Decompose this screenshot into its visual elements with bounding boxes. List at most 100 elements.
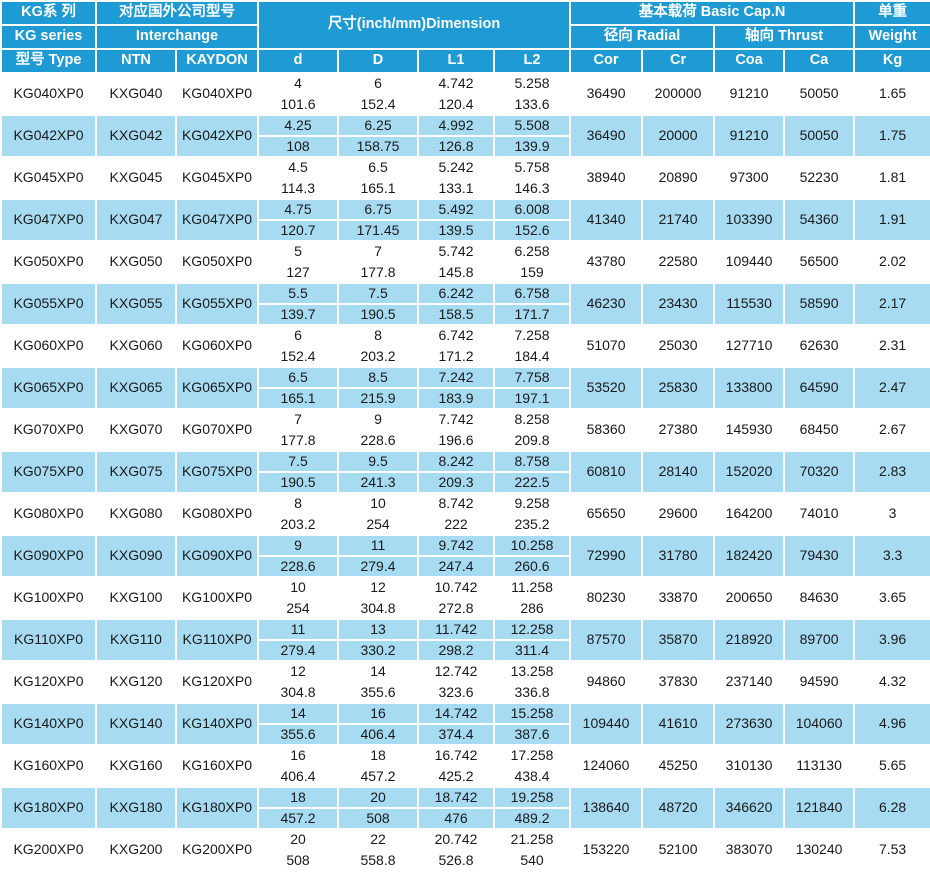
cell-l2-mm: 139.9: [492, 135, 572, 158]
cell-l2-inch: 9.258: [492, 492, 572, 515]
cell-kaydon: KG100XP0: [175, 576, 259, 620]
cell-l1-inch: 20.742: [417, 828, 495, 851]
cell-l1-inch: 7.742: [417, 408, 495, 431]
cell-d-inch: 7: [257, 408, 339, 431]
cell-d-inch: 10: [257, 576, 339, 599]
table-row-mm: 101.6 152.4 120.4 133.6: [1, 93, 930, 116]
table-row-inch: KG045XP0 KXG045 KG045XP0 4.5 6.5 5.242 5…: [0, 156, 930, 200]
cell-od-mm: 241.3: [337, 471, 419, 494]
cell-l1-inch: 4.992: [417, 114, 495, 137]
cell-d-mm: 190.5: [257, 471, 339, 494]
cell-od-inch: 14: [337, 660, 419, 683]
cell-ca: 58590: [783, 282, 856, 326]
cell-l1-inch: 7.242: [417, 366, 495, 389]
cell-l2-inch: 8.758: [492, 450, 572, 473]
table-body: KG040XP0 KXG040 KG040XP0 4 6 4.742 5.258…: [0, 72, 930, 872]
cell-type: KG140XP0: [0, 702, 97, 746]
cell-d-mm: 108: [257, 135, 339, 158]
cell-ca: 52230: [783, 156, 856, 200]
cell-type: KG180XP0: [0, 786, 97, 830]
cell-cor: 53520: [569, 366, 644, 410]
cell-cr: 37830: [641, 660, 716, 704]
cell-l2-inch: 12.258: [492, 618, 572, 641]
header-interchange-en: Interchange: [95, 24, 259, 50]
cell-l1-inch: 5.492: [417, 198, 495, 221]
cell-ntn: KXG065: [95, 366, 177, 410]
cell-od-mm: 508: [337, 807, 419, 830]
cell-cor: 36490: [569, 72, 644, 116]
cell-d-mm: 203.2: [257, 513, 339, 536]
cell-l1-inch: 9.742: [417, 534, 495, 557]
table-row-inch: KG047XP0 KXG047 KG047XP0 4.75 6.75 5.492…: [0, 198, 930, 242]
cell-coa: 182420: [713, 534, 786, 578]
cell-kaydon: KG042XP0: [175, 114, 259, 158]
cell-ca: 89700: [783, 618, 856, 662]
cell-od-mm: 215.9: [337, 387, 419, 410]
table-row-mm: 279.4 330.2 298.2 311.4: [1, 639, 930, 662]
cell-kaydon: KG050XP0: [175, 240, 259, 284]
table-row-inch: KG075XP0 KXG075 KG075XP0 7.5 9.5 8.242 8…: [0, 450, 930, 494]
cell-od-mm: 203.2: [337, 345, 419, 368]
cell-cr: 31780: [641, 534, 716, 578]
cell-d-mm: 279.4: [257, 639, 339, 662]
cell-l2-inch: 8.258: [492, 408, 572, 431]
cell-cor: 94860: [569, 660, 644, 704]
cell-l1-inch: 11.742: [417, 618, 495, 641]
cell-ca: 94590: [783, 660, 856, 704]
cell-coa: 103390: [713, 198, 786, 242]
cell-ntn: KXG160: [95, 744, 177, 788]
cell-d-inch: 5: [257, 240, 339, 263]
cell-d-mm: 228.6: [257, 555, 339, 578]
cell-l2-mm: 133.6: [492, 93, 572, 116]
cell-cr: 20890: [641, 156, 716, 200]
cell-l1-mm: 126.8: [417, 135, 495, 158]
cell-cor: 153220: [569, 828, 644, 872]
cell-l2-mm: 171.7: [492, 303, 572, 326]
cell-kaydon: KG120XP0: [175, 660, 259, 704]
table-row-mm: 139.7 190.5 158.5 171.7: [1, 303, 930, 326]
cell-weight: 4.96: [853, 702, 930, 746]
table-row-inch: KG070XP0 KXG070 KG070XP0 7 9 7.742 8.258…: [0, 408, 930, 452]
cell-weight: 5.65: [853, 744, 930, 788]
header-col-coa: Coa: [713, 48, 786, 74]
cell-cor: 87570: [569, 618, 644, 662]
cell-cor: 38940: [569, 156, 644, 200]
cell-cr: 41610: [641, 702, 716, 746]
cell-od-inch: 8: [337, 324, 419, 347]
cell-d-mm: 355.6: [257, 723, 339, 746]
cell-d-inch: 11: [257, 618, 339, 641]
cell-l2-mm: 222.5: [492, 471, 572, 494]
header-radial-label: 径向 Radial: [569, 24, 716, 50]
table-header: KG系 列 对应国外公司型号 尺寸(inch/mm)Dimension 基本载荷…: [0, 0, 930, 74]
cell-type: KG065XP0: [0, 366, 97, 410]
header-row-3: 型号 Type NTN KAYDON d D L1 L2 Cor Cr Coa …: [0, 48, 930, 74]
cell-kaydon: KG080XP0: [175, 492, 259, 536]
cell-ca: 54360: [783, 198, 856, 242]
cell-coa: 97300: [713, 156, 786, 200]
cell-cor: 41340: [569, 198, 644, 242]
cell-coa: 152020: [713, 450, 786, 494]
cell-d-inch: 18: [257, 786, 339, 809]
cell-od-mm: 228.6: [337, 429, 419, 452]
table-row-inch: KG100XP0 KXG100 KG100XP0 10 12 10.742 11…: [0, 576, 930, 620]
cell-l1-inch: 5.242: [417, 156, 495, 179]
cell-kaydon: KG200XP0: [175, 828, 259, 872]
cell-od-inch: 6.5: [337, 156, 419, 179]
cell-ca: 104060: [783, 702, 856, 746]
cell-kaydon: KG070XP0: [175, 408, 259, 452]
header-col-l2: L2: [492, 48, 572, 74]
cell-l1-mm: 374.4: [417, 723, 495, 746]
cell-l1-mm: 425.2: [417, 765, 495, 788]
cell-weight: 1.65: [853, 72, 930, 116]
cell-d-mm: 165.1: [257, 387, 339, 410]
cell-kaydon: KG040XP0: [175, 72, 259, 116]
cell-od-inch: 20: [337, 786, 419, 809]
header-weight-cn: 单重: [853, 0, 930, 26]
cell-l1-inch: 5.742: [417, 240, 495, 263]
table-row-mm: 508 558.8 526.8 540: [1, 849, 930, 872]
cell-type: KG100XP0: [0, 576, 97, 620]
cell-d-mm: 101.6: [257, 93, 339, 116]
table-row-mm: 406.4 457.2 425.2 438.4: [1, 765, 930, 788]
cell-type: KG070XP0: [0, 408, 97, 452]
